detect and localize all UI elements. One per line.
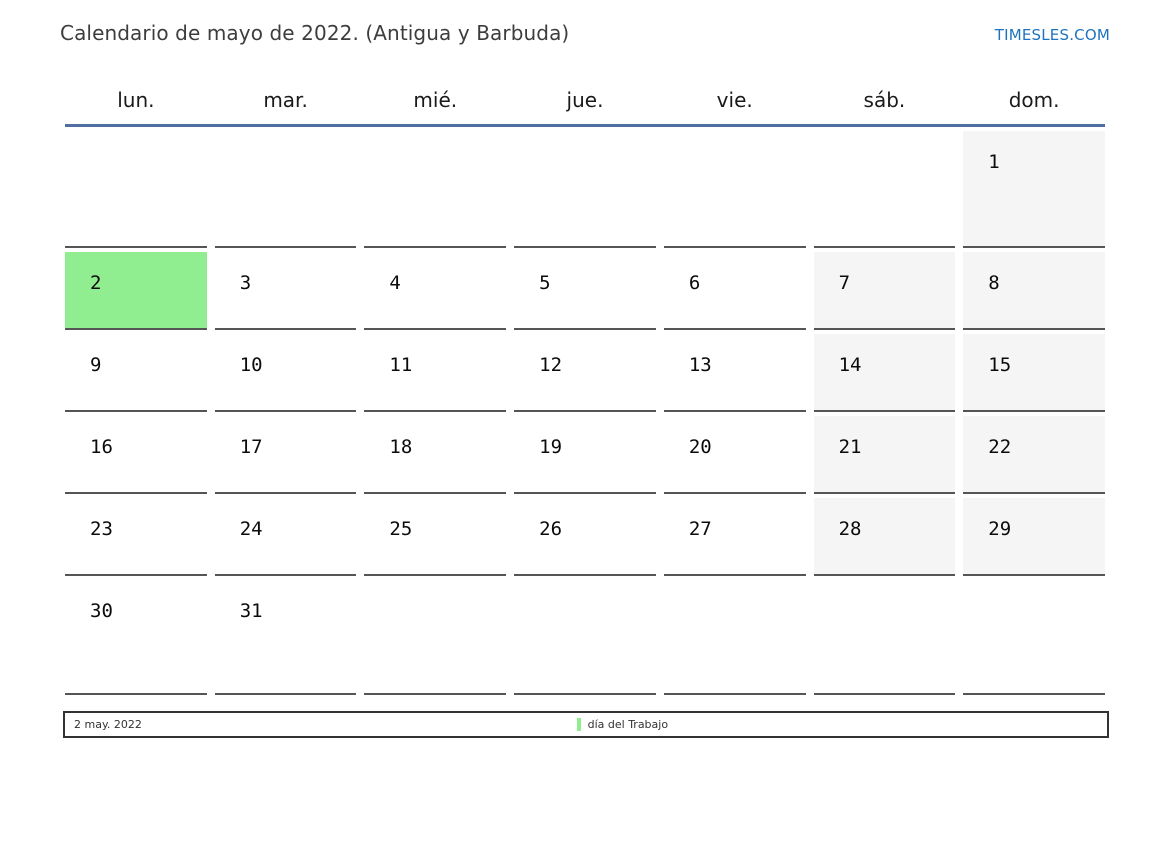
day-cell-7: 7 — [813, 252, 956, 330]
day-cell-13: 13 — [663, 334, 806, 412]
empty-day-cell — [514, 580, 656, 695]
day-cell-15: 15 — [963, 334, 1105, 412]
calendar-grid: 1 2 3 4 5 6 7 8 9 10 11 12 13 14 15 16 17 18 19 20 21 22 23 24 2… — [65, 131, 1105, 695]
legend-holiday-label: día del Trabajo — [587, 718, 669, 731]
day-cell-22: 22 — [963, 416, 1105, 494]
legend-date: 2 may. 2022 — [74, 718, 142, 731]
day-cell-2: 2 — [65, 252, 207, 330]
day-cell-10: 10 — [214, 334, 357, 412]
day-cell-19: 19 — [514, 416, 656, 494]
empty-day-cell — [214, 131, 357, 248]
day-cell-18: 18 — [364, 416, 507, 494]
weekday-label-mon: lun. — [117, 87, 155, 112]
empty-day-cell — [813, 580, 956, 695]
day-cell-5: 5 — [514, 252, 656, 330]
day-cell-11: 11 — [364, 334, 507, 412]
day-cell-1: 1 — [963, 131, 1105, 248]
day-cell-21: 21 — [813, 416, 956, 494]
legend-holiday-item: día del Trabajo — [576, 718, 669, 731]
day-cell-20: 20 — [663, 416, 806, 494]
day-cell-16: 16 — [65, 416, 207, 494]
day-cell-3: 3 — [214, 252, 357, 330]
day-cell-25: 25 — [364, 498, 507, 576]
day-cell-23: 23 — [65, 498, 207, 576]
weekday-header-row: lun. mar. mié. jue. vie. sáb. dom. — [65, 75, 1105, 127]
weekday-label-thu: jue. — [566, 87, 604, 112]
day-cell-30: 30 — [65, 580, 207, 695]
empty-day-cell — [514, 131, 656, 248]
title-bar: Calendario de mayo de 2022. (Antigua y B… — [60, 21, 1110, 45]
weekday-label-wed: mié. — [413, 87, 458, 112]
empty-day-cell — [364, 580, 507, 695]
day-cell-8: 8 — [963, 252, 1105, 330]
weekday-label-sat: sáb. — [863, 87, 906, 112]
day-cell-9: 9 — [65, 334, 207, 412]
day-cell-28: 28 — [813, 498, 956, 576]
empty-day-cell — [663, 580, 806, 695]
weekday-label-tue: mar. — [263, 87, 308, 112]
day-cell-27: 27 — [663, 498, 806, 576]
day-cell-26: 26 — [514, 498, 656, 576]
day-cell-17: 17 — [214, 416, 357, 494]
weekday-label-sun: dom. — [1008, 87, 1060, 112]
holiday-marker-icon — [576, 718, 581, 731]
day-cell-29: 29 — [963, 498, 1105, 576]
day-cell-6: 6 — [663, 252, 806, 330]
page-title: Calendario de mayo de 2022. (Antigua y B… — [60, 21, 570, 45]
day-cell-24: 24 — [214, 498, 357, 576]
day-cell-14: 14 — [813, 334, 956, 412]
page: { "header": { "title": "Calendario de ma… — [0, 21, 1169, 848]
empty-day-cell — [663, 131, 806, 248]
weekday-label-fri: vie. — [716, 87, 753, 112]
empty-day-cell — [813, 131, 956, 248]
empty-day-cell — [963, 580, 1105, 695]
empty-day-cell — [65, 131, 207, 248]
day-cell-12: 12 — [514, 334, 656, 412]
legend-box: 2 may. 2022 día del Trabajo — [63, 711, 1109, 738]
day-cell-4: 4 — [364, 252, 507, 330]
brand-link[interactable]: TIMESLES.COM — [994, 26, 1110, 44]
empty-day-cell — [364, 131, 507, 248]
day-cell-31: 31 — [214, 580, 357, 695]
